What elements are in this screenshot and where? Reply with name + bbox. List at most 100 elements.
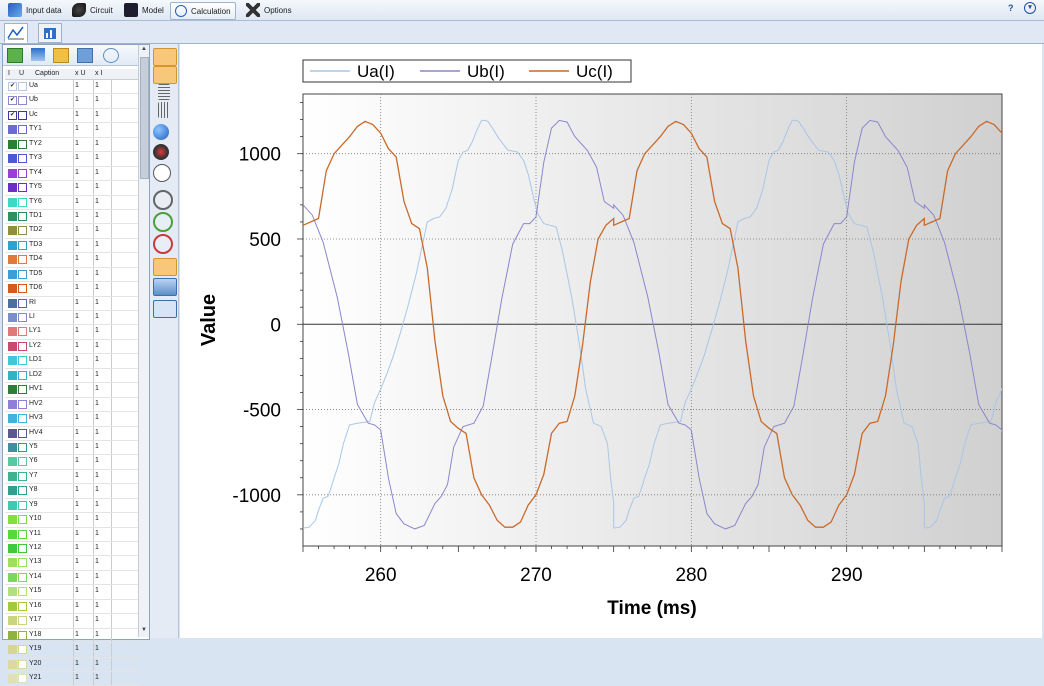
table-row[interactable]: TY6 1 1 (5, 195, 139, 210)
tab-chart-view[interactable] (4, 23, 28, 43)
table-row[interactable]: TD2 1 1 (5, 224, 139, 239)
horizontal-grid-icon[interactable] (153, 66, 177, 84)
voltage-checkbox[interactable] (18, 428, 27, 438)
row-xi[interactable]: 1 (95, 82, 99, 89)
current-checkbox[interactable] (8, 558, 17, 568)
current-checkbox[interactable] (8, 399, 17, 409)
scroll-up-icon[interactable]: ▲ (141, 46, 147, 52)
table-row[interactable]: Y6 1 1 (5, 455, 139, 470)
table-row[interactable]: HV1 1 1 (5, 383, 139, 398)
row-xu[interactable]: 1 (75, 255, 79, 263)
table-row[interactable]: Y15 1 1 (5, 585, 139, 600)
voltage-checkbox[interactable] (18, 587, 27, 597)
table-row[interactable]: Y19 1 1 (5, 643, 139, 658)
row-xu[interactable]: 1 (75, 341, 79, 349)
current-checkbox[interactable] (8, 269, 17, 279)
help-button[interactable]: ? (1008, 3, 1014, 13)
table-row[interactable]: Y9 1 1 (5, 498, 139, 514)
row-xi[interactable]: 1 (95, 255, 99, 263)
voltage-checkbox[interactable] (18, 457, 27, 467)
row-xi[interactable]: 1 (95, 572, 99, 580)
table-row[interactable]: HV4 1 1 (5, 426, 139, 441)
voltage-checkbox[interactable] (18, 442, 27, 452)
table-row[interactable]: Y12 1 1 (5, 542, 139, 557)
row-xu[interactable]: 1 (75, 298, 79, 306)
row-xu[interactable]: 1 (75, 428, 79, 436)
voltage-checkbox[interactable] (18, 139, 27, 149)
current-checkbox[interactable] (8, 572, 17, 582)
signal-list-scrollbar[interactable]: ▲ ▼ (138, 45, 149, 637)
row-xi[interactable]: 1 (95, 370, 99, 378)
hlines-icon[interactable] (158, 84, 170, 100)
current-checkbox[interactable] (8, 428, 17, 438)
voltage-checkbox[interactable] (18, 630, 27, 640)
row-xi[interactable]: 1 (95, 154, 99, 162)
table-row[interactable]: TD6 1 1 (5, 282, 139, 297)
row-xu[interactable]: 1 (75, 154, 79, 162)
row-xu[interactable]: 1 (75, 515, 79, 523)
menu-item-circuit[interactable]: Circuit (72, 2, 113, 18)
voltage-checkbox[interactable] (18, 341, 27, 351)
voltage-checkbox[interactable] (18, 645, 27, 655)
table-row[interactable]: LY2 1 1 (5, 339, 139, 355)
table-row[interactable]: TY3 1 1 (5, 152, 139, 167)
voltage-checkbox[interactable] (18, 471, 27, 481)
zoom-in-icon[interactable] (153, 212, 173, 232)
row-xu[interactable]: 1 (75, 457, 79, 465)
row-xu[interactable]: 1 (75, 630, 79, 638)
add-signal-icon[interactable] (7, 48, 23, 63)
current-checkbox[interactable] (8, 370, 17, 380)
voltage-checkbox[interactable] (18, 211, 27, 221)
row-xu[interactable]: 1 (75, 529, 79, 537)
table-row[interactable]: LD1 1 1 (5, 354, 139, 369)
row-xu[interactable]: 1 (75, 659, 79, 667)
table-row[interactable]: Y10 1 1 (5, 513, 139, 528)
table-row[interactable]: TY4 1 1 (5, 166, 139, 182)
table-row[interactable]: Y20 1 1 (5, 657, 139, 672)
row-xu[interactable]: 1 (75, 500, 79, 508)
row-xi[interactable]: 1 (95, 457, 99, 465)
row-xi[interactable]: 1 (95, 269, 99, 277)
row-xu[interactable]: 1 (75, 139, 79, 147)
row-xi[interactable]: 1 (95, 544, 99, 551)
current-checkbox[interactable] (8, 457, 17, 467)
row-xi[interactable]: 1 (95, 486, 99, 494)
row-xu[interactable]: 1 (75, 399, 79, 407)
table-row[interactable]: LY1 1 1 (5, 325, 139, 340)
row-xu[interactable]: 1 (75, 226, 79, 234)
voltage-checkbox[interactable] (18, 298, 27, 308)
voltage-checkbox[interactable] (18, 414, 27, 424)
row-xu[interactable]: 1 (75, 240, 79, 248)
voltage-checkbox[interactable] (18, 616, 27, 626)
voltage-checkbox[interactable] (18, 313, 27, 322)
current-checkbox[interactable] (8, 226, 17, 236)
voltage-checkbox[interactable] (18, 399, 27, 409)
voltage-checkbox[interactable] (18, 154, 27, 164)
table-row[interactable]: RI 1 1 (5, 296, 139, 311)
table-row[interactable]: Y11 1 1 (5, 527, 139, 542)
current-checkbox[interactable] (8, 442, 17, 452)
current-checkbox[interactable] (8, 544, 17, 553)
row-xu[interactable]: 1 (75, 183, 79, 191)
row-xu[interactable]: 1 (75, 471, 79, 479)
menu-item-options[interactable]: Options (246, 2, 292, 18)
row-xu[interactable]: 1 (75, 356, 79, 364)
table-row[interactable]: ✔ Ua 1 1 (5, 80, 139, 95)
row-xi[interactable]: 1 (95, 125, 99, 133)
row-xi[interactable]: 1 (95, 211, 99, 219)
voltage-checkbox[interactable] (18, 659, 27, 669)
waveform-chart[interactable]: 260 270 280 290 -1000 -500 0 500 1000 Value Time… (180, 44, 1042, 638)
row-xi[interactable]: 1 (95, 385, 99, 393)
marker-icon[interactable] (153, 144, 169, 160)
row-xi[interactable]: 1 (95, 183, 99, 191)
voltage-checkbox[interactable] (18, 385, 27, 395)
table-row[interactable]: TY5 1 1 (5, 181, 139, 196)
voltage-checkbox[interactable] (18, 673, 27, 683)
zoom-icon[interactable] (153, 190, 173, 210)
row-xu[interactable]: 1 (75, 544, 79, 551)
zoom-window-icon[interactable] (153, 258, 177, 276)
tab-table-view[interactable] (38, 23, 62, 43)
table-row[interactable]: Y14 1 1 (5, 570, 139, 586)
display-icon[interactable] (77, 48, 93, 63)
current-checkbox[interactable] (8, 486, 17, 496)
